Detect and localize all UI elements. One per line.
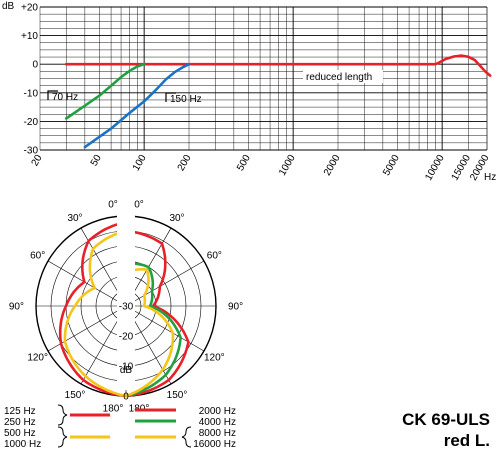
annotation-70hz: 70 Hz bbox=[52, 92, 78, 103]
x-tick-label: 10000 bbox=[423, 153, 447, 183]
annotation-reduced-length: reduced length bbox=[306, 72, 372, 83]
x-tick-label: 200 bbox=[176, 153, 194, 173]
annotation-bracket-70hz bbox=[47, 90, 58, 100]
angle-label-left: 180° bbox=[103, 404, 124, 415]
frequency-response-chart: +20 +10 0 -10 -20 -30 20 50 100 200 500 1000 2000 50… bbox=[2, 1, 496, 183]
angle-label-left: 30° bbox=[67, 213, 82, 224]
polar-diagram: -30 -20 -10 0 dB 180°180°150°150°120°120°90… bbox=[9, 200, 243, 415]
legend-brace-left-top bbox=[57, 404, 68, 426]
angle-label-left: 60° bbox=[30, 251, 45, 262]
series-line bbox=[64, 54, 492, 77]
legend-brace-right bbox=[181, 426, 192, 448]
legend-label-8000hz: 8000 Hz bbox=[199, 428, 236, 439]
polar-series-line bbox=[125, 262, 182, 398]
x-tick-label: 20 bbox=[30, 153, 45, 169]
polar-series bbox=[58, 220, 190, 398]
frequency-grid bbox=[39, 6, 488, 151]
model-variant: red L. bbox=[444, 431, 490, 450]
legend-label-2000hz: 2000 Hz bbox=[199, 406, 236, 417]
angle-label-left: 150° bbox=[65, 390, 86, 401]
legend-label-125hz: 125 Hz bbox=[4, 406, 36, 417]
angle-label-left: 0° bbox=[108, 200, 118, 211]
polar-spoke bbox=[47, 260, 127, 307]
model-name: CK 69-ULS bbox=[402, 410, 490, 429]
legend: 125 Hz 250 Hz 500 Hz 1000 Hz 2000 Hz 400… bbox=[4, 404, 236, 450]
angle-label-right: 90° bbox=[228, 302, 243, 313]
polar-series-line bbox=[125, 268, 175, 398]
legend-label-1000hz: 1000 Hz bbox=[4, 439, 41, 450]
angle-labels: 180°180°150°150°120°120°90°90°60°60°30°3… bbox=[9, 200, 243, 415]
frequency-series bbox=[64, 54, 492, 149]
polar-series-line bbox=[63, 229, 127, 398]
y-tick-label: +20 bbox=[21, 3, 38, 14]
x-tick-label: 100 bbox=[131, 153, 149, 173]
angle-label-right: 30° bbox=[169, 213, 184, 224]
legend-brace-left-bottom bbox=[57, 426, 68, 448]
y-axis-tick-labels: +20 +10 0 -10 -20 -30 bbox=[21, 3, 38, 157]
x-unit-label: Hz bbox=[484, 172, 496, 183]
radial-unit-label: dB bbox=[120, 365, 133, 376]
y-tick-label: -30 bbox=[24, 146, 39, 157]
x-tick-label: 50 bbox=[89, 153, 104, 169]
polar-center-strip bbox=[117, 212, 135, 390]
x-tick-label: 500 bbox=[235, 153, 253, 173]
series-line bbox=[64, 62, 146, 120]
x-tick-label: 1000 bbox=[277, 153, 298, 178]
y-tick-label: +10 bbox=[21, 31, 38, 42]
legend-label-4000hz: 4000 Hz bbox=[199, 417, 236, 428]
radial-tick-label: -10 bbox=[119, 362, 134, 373]
polar-spoke bbox=[125, 260, 205, 307]
angle-label-left: 90° bbox=[9, 302, 24, 313]
series-line bbox=[83, 62, 191, 149]
annotation-box-reduced-length bbox=[303, 70, 383, 83]
angle-label-right: 60° bbox=[207, 251, 222, 262]
annotation-bracket-150hz bbox=[165, 92, 176, 102]
legend-label-500hz: 500 Hz bbox=[4, 428, 36, 439]
x-tick-label: 5000 bbox=[381, 153, 402, 178]
angle-label-right: 0° bbox=[134, 200, 144, 211]
y-tick-label: -10 bbox=[24, 88, 39, 99]
angle-label-right: 150° bbox=[167, 390, 188, 401]
legend-label-250hz: 250 Hz bbox=[4, 417, 36, 428]
annotation-150hz: 150 Hz bbox=[170, 94, 202, 105]
legend-label-16000hz: 16000 Hz bbox=[193, 439, 236, 450]
radial-tick-label: -30 bbox=[119, 302, 134, 313]
angle-label-right: 120° bbox=[204, 353, 225, 364]
radial-tick-label: 0 bbox=[123, 392, 129, 403]
radial-tick-labels: -30 -20 -10 0 bbox=[119, 302, 134, 403]
angle-label-left: 120° bbox=[27, 353, 48, 364]
y-tick-label: -20 bbox=[24, 117, 39, 128]
radial-tick-label: -20 bbox=[119, 332, 134, 343]
y-tick-label: 0 bbox=[32, 60, 38, 71]
polar-spoke bbox=[125, 305, 205, 352]
polar-series-line bbox=[58, 220, 127, 398]
y-unit-label: dB bbox=[2, 1, 15, 12]
x-tick-label: 2000 bbox=[322, 153, 343, 178]
